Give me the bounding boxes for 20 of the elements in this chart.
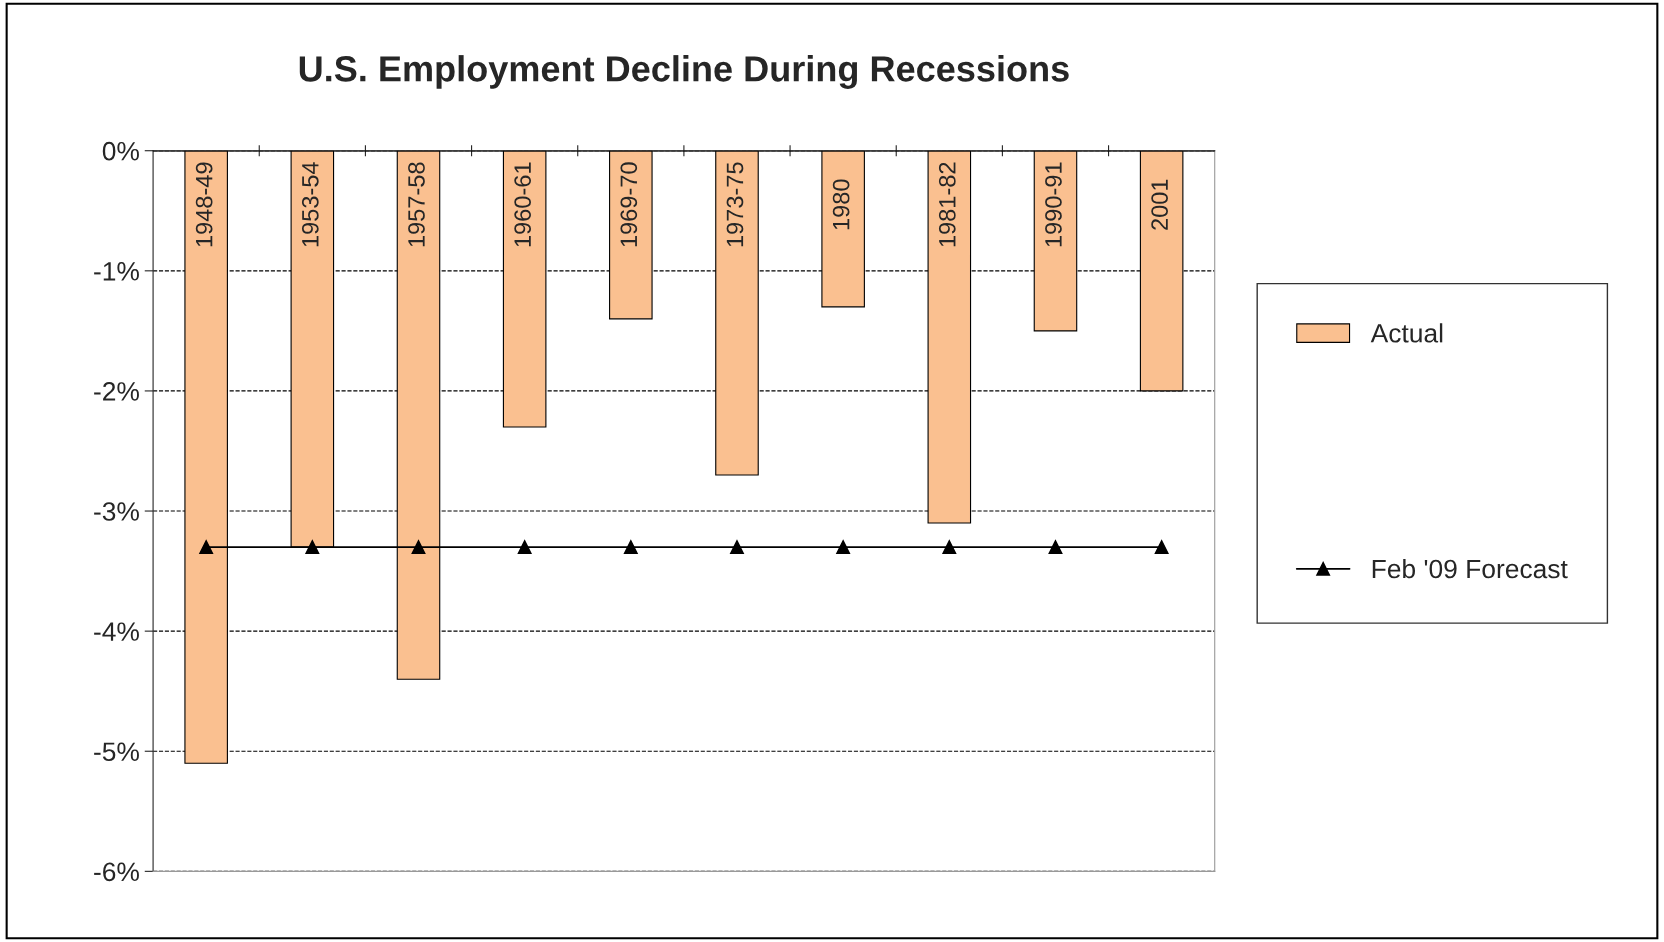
- x-tick-label: 1969-70: [620, 162, 638, 247]
- legend-label: Actual: [1370, 323, 1443, 343]
- y-tick-label: -5%: [94, 742, 139, 762]
- y-tick-label: -4%: [94, 622, 139, 641]
- x-tick-label: 1973-75: [726, 162, 744, 247]
- x-tick-label: 1948-49: [195, 162, 213, 247]
- legend-label: Feb '09 Forecast: [1372, 558, 1568, 579]
- y-tick-label: -3%: [94, 502, 139, 521]
- chart-title: U.S. Employment Decline During Recessions: [299, 55, 1069, 89]
- x-tick-label: 1981-82: [938, 162, 956, 247]
- y-tick-label: 0%: [102, 141, 139, 161]
- x-tick-label: 2001: [1151, 179, 1168, 230]
- x-tick-label: 1960-61: [514, 162, 531, 247]
- x-tick-label: 1980: [832, 179, 850, 230]
- y-tick-label: -6%: [94, 862, 139, 882]
- y-tick-label: -1%: [94, 262, 139, 281]
- x-tick-label: 1990-91: [1045, 162, 1062, 247]
- y-tick-label: -2%: [94, 382, 139, 401]
- x-tick-label: 1953-54: [301, 162, 319, 247]
- x-tick-label: 1957-58: [408, 162, 425, 247]
